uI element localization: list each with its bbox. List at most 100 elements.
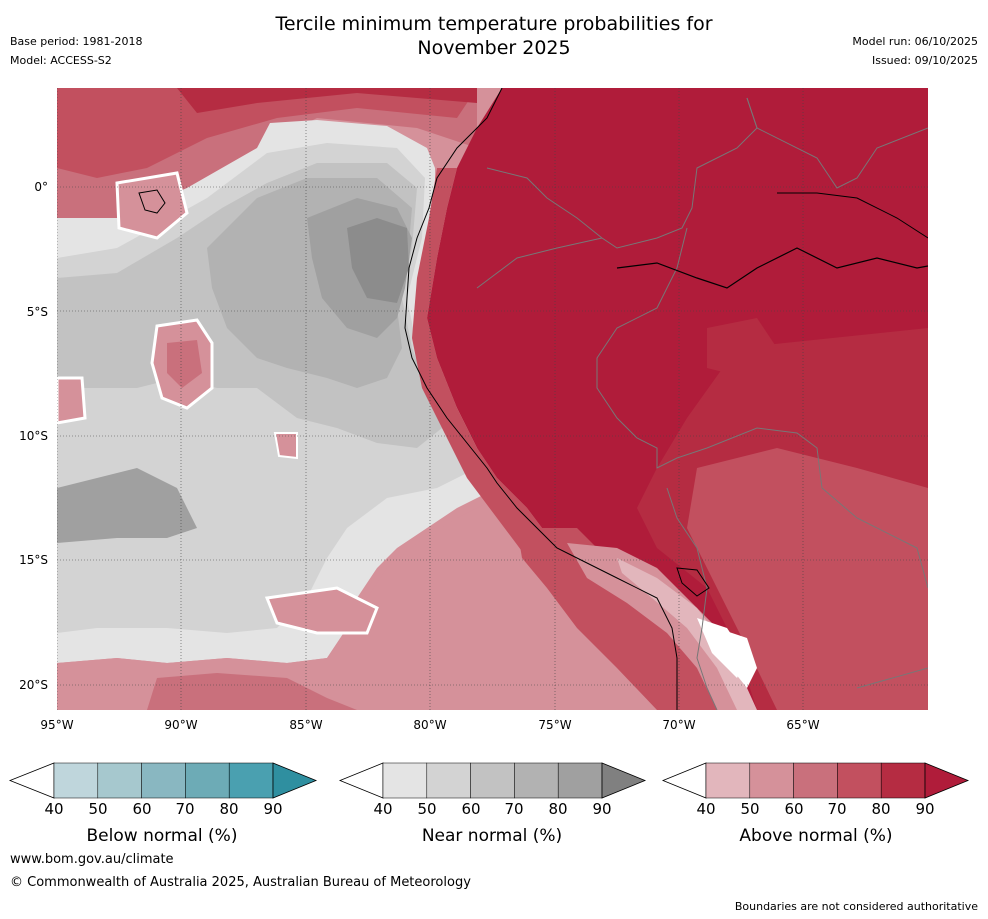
below-tick-50: 50 bbox=[88, 800, 108, 818]
region-above-coast-south bbox=[517, 528, 717, 710]
near-tick-80: 80 bbox=[548, 800, 568, 818]
issued-date: Issued: 09/10/2025 bbox=[871, 54, 978, 67]
graticule bbox=[57, 88, 928, 710]
lon-label-65w: 65°W bbox=[786, 718, 820, 732]
below-extend-high bbox=[272, 762, 318, 799]
lon-label-90w: 90°W bbox=[164, 718, 198, 732]
below-segment-4 bbox=[185, 762, 230, 799]
lat-label-15s: 15°S bbox=[19, 553, 48, 567]
lon-label-80w: 80°W bbox=[413, 718, 447, 732]
coastline bbox=[404, 88, 678, 710]
colorbar-near-title: Near normal (%) bbox=[421, 826, 563, 846]
above-tick-50: 50 bbox=[740, 800, 760, 818]
colorbar-above bbox=[661, 762, 970, 799]
colorbar-below bbox=[8, 762, 318, 799]
above-segment-3 bbox=[793, 762, 838, 799]
probability-map bbox=[57, 88, 928, 710]
border-south bbox=[856, 667, 928, 689]
colorbars-svg bbox=[8, 762, 970, 799]
near-tick-60: 60 bbox=[461, 800, 481, 818]
above-extend-high bbox=[924, 762, 970, 799]
region-above-coast-80 bbox=[412, 168, 557, 558]
below-tick-80: 80 bbox=[219, 800, 239, 818]
near-extend-high bbox=[601, 762, 647, 799]
chart-title: Tercile minimum temperature probabilitie… bbox=[0, 12, 988, 60]
lat-label-5s: 5°S bbox=[26, 305, 48, 319]
lon-label-75w: 75°W bbox=[538, 718, 572, 732]
galapagos-outline bbox=[138, 189, 166, 214]
near-segment-3 bbox=[470, 762, 515, 799]
model-run-date: Model run: 06/10/2025 bbox=[852, 35, 978, 48]
above-tick-70: 70 bbox=[827, 800, 847, 818]
meta-left: Base period: 1981-2018 Model: ACCESS-S2 bbox=[10, 32, 142, 70]
region-above-altiplano-60 bbox=[567, 543, 747, 710]
above-tick-40: 40 bbox=[696, 800, 716, 818]
below-tick-70: 70 bbox=[175, 800, 195, 818]
lon-label-70w: 70°W bbox=[662, 718, 696, 732]
below-segment-1 bbox=[53, 762, 99, 799]
base-period: Base period: 1981-2018 bbox=[10, 35, 143, 48]
near-segment-2 bbox=[426, 762, 471, 799]
meta-right: Model run: 06/10/2025 Issued: 09/10/2025 bbox=[852, 32, 978, 70]
above-segment-5 bbox=[880, 762, 926, 799]
model-name: Model: ACCESS-S2 bbox=[10, 54, 112, 67]
near-extend-low bbox=[338, 762, 384, 799]
below-tick-90: 90 bbox=[263, 800, 283, 818]
region-above-galapagos bbox=[115, 171, 189, 240]
footer-note: Boundaries are not considered authoritat… bbox=[734, 900, 978, 913]
near-segment-1 bbox=[382, 762, 428, 799]
lat-label-20s: 20°S bbox=[19, 678, 48, 692]
region-above-north-top bbox=[177, 88, 477, 113]
region-near-west-80 bbox=[57, 468, 197, 543]
region-near-90 bbox=[347, 218, 409, 303]
near-tick-40: 40 bbox=[373, 800, 393, 818]
lat-label-10s: 10°S bbox=[19, 429, 48, 443]
above-tick-60: 60 bbox=[784, 800, 804, 818]
above-segment-2 bbox=[749, 762, 794, 799]
above-segment-1 bbox=[705, 762, 751, 799]
river-negro bbox=[777, 192, 928, 239]
below-extend-low bbox=[8, 762, 55, 799]
below-segment-5 bbox=[228, 762, 274, 799]
below-tick-40: 40 bbox=[44, 800, 64, 818]
lon-label-85w: 85°W bbox=[289, 718, 323, 732]
above-segment-4 bbox=[837, 762, 882, 799]
region-above-small-patch bbox=[273, 432, 298, 460]
near-tick-90: 90 bbox=[592, 800, 612, 818]
above-tick-90: 90 bbox=[915, 800, 935, 818]
region-above-edge-west bbox=[57, 376, 87, 425]
near-segment-4 bbox=[514, 762, 559, 799]
map-svg bbox=[57, 88, 928, 710]
border-colombia-ecuador bbox=[486, 97, 758, 249]
footer-copyright: © Commonwealth of Australia 2025, Austra… bbox=[10, 875, 471, 890]
near-tick-70: 70 bbox=[504, 800, 524, 818]
title-line-2: November 2025 bbox=[417, 37, 571, 59]
country-borders bbox=[476, 97, 928, 710]
lake-titicaca bbox=[676, 567, 710, 597]
border-venezuela bbox=[746, 97, 928, 189]
region-above-south-patch bbox=[264, 586, 379, 635]
footer-url[interactable]: www.bom.gov.au/climate bbox=[10, 852, 174, 867]
region-above-north-ocean-high bbox=[57, 88, 477, 178]
below-segment-3 bbox=[141, 762, 186, 799]
near-segment-5 bbox=[557, 762, 603, 799]
colorbar-below-title: Below normal (%) bbox=[86, 826, 238, 846]
region-white-patch-2 bbox=[717, 628, 757, 688]
title-line-1: Tercile minimum temperature probabilitie… bbox=[275, 13, 713, 35]
above-extend-low bbox=[661, 762, 707, 799]
near-tick-50: 50 bbox=[417, 800, 437, 818]
below-tick-60: 60 bbox=[132, 800, 152, 818]
amazon-river bbox=[616, 247, 928, 289]
region-interior-patch bbox=[707, 318, 777, 378]
border-ecuador-peru bbox=[476, 237, 603, 289]
above-tick-80: 80 bbox=[871, 800, 891, 818]
region-above-island-west-inner bbox=[167, 340, 202, 388]
border-peru-bolivia bbox=[666, 487, 718, 710]
colorbar-near bbox=[338, 762, 647, 799]
region-above-south-ocean-70 bbox=[147, 673, 357, 710]
border-peru-brazil-bolivia bbox=[596, 227, 928, 589]
lon-label-95w: 95°W bbox=[40, 718, 74, 732]
colorbar-above-title: Above normal (%) bbox=[739, 826, 893, 846]
lat-label-0: 0° bbox=[34, 180, 48, 194]
below-segment-2 bbox=[97, 762, 142, 799]
